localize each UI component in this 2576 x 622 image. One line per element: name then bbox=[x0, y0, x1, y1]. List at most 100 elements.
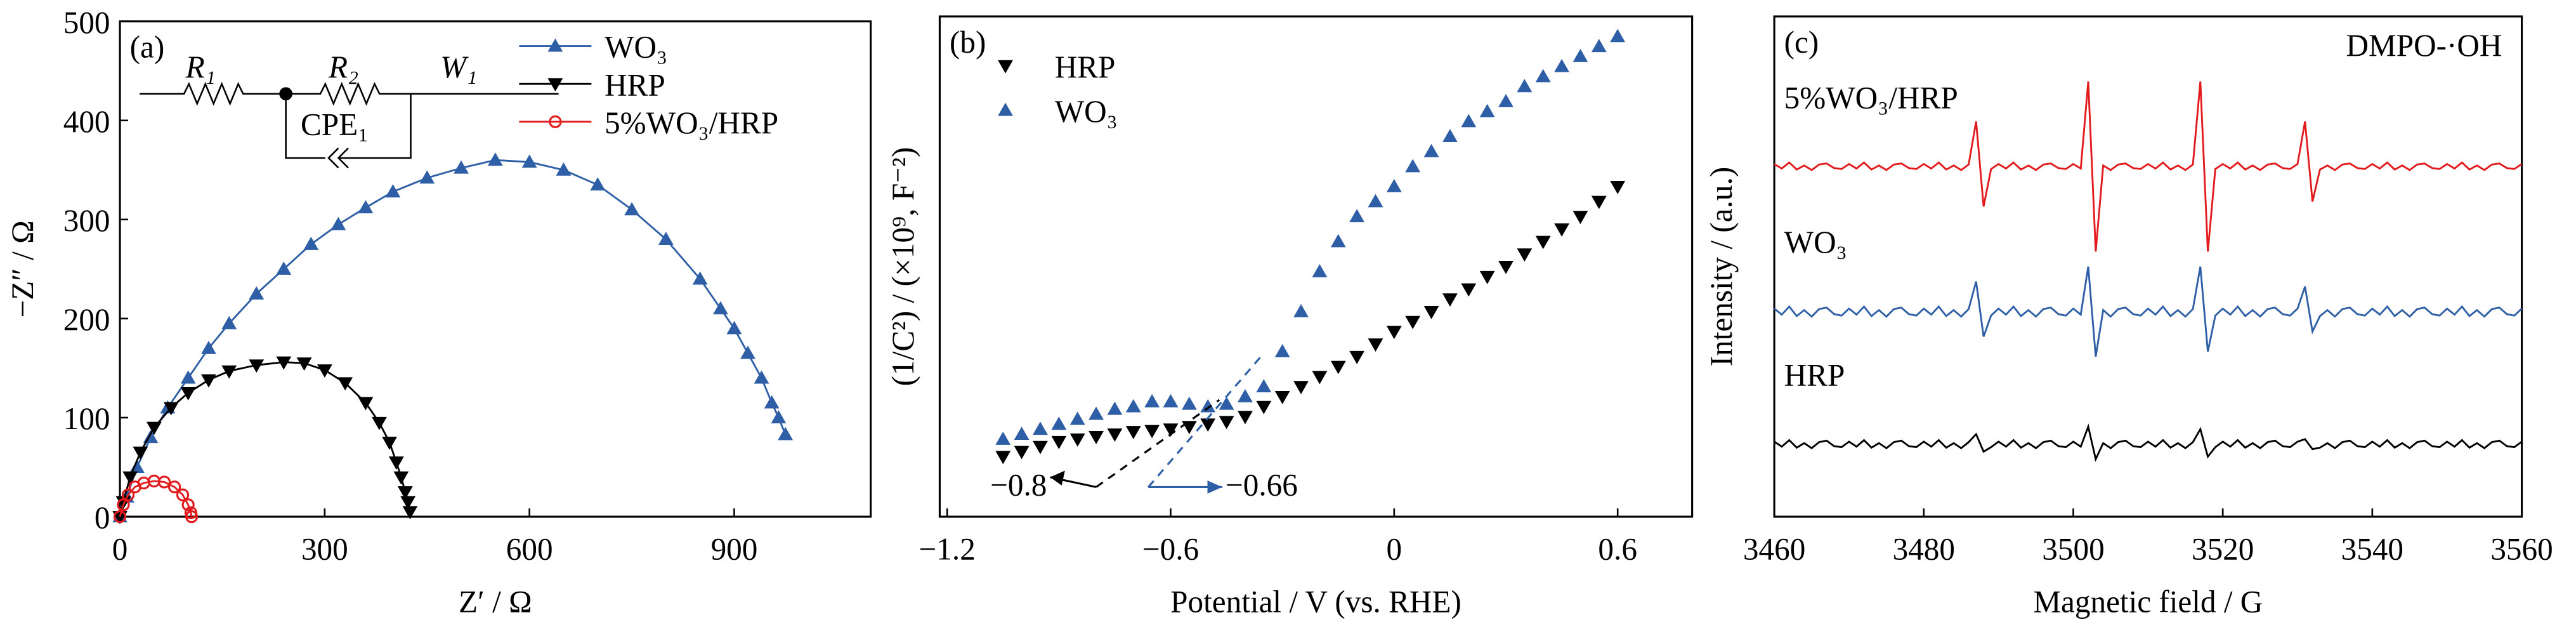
data-point bbox=[1089, 406, 1104, 420]
data-point bbox=[1219, 396, 1234, 410]
x-tick-label: −1.2 bbox=[919, 531, 976, 566]
data-point bbox=[337, 377, 353, 391]
data-point bbox=[1517, 248, 1533, 262]
annotation-label: −0.66 bbox=[1226, 467, 1298, 502]
data-point bbox=[1163, 423, 1179, 437]
data-point bbox=[388, 456, 404, 470]
data-point bbox=[1144, 425, 1160, 439]
circuit-wire bbox=[140, 81, 559, 106]
series-label: HRP bbox=[1784, 358, 1845, 393]
legend-marker bbox=[549, 115, 562, 128]
data-point bbox=[1014, 427, 1030, 440]
data-point bbox=[181, 498, 195, 512]
data-point bbox=[1535, 69, 1551, 83]
y-tick-label: 500 bbox=[63, 5, 110, 40]
circuit bbox=[140, 81, 559, 169]
data-point bbox=[1517, 79, 1533, 93]
data-point bbox=[1107, 428, 1123, 442]
circuit-wire bbox=[285, 93, 325, 159]
y-axis-label: (1/C²) / (×10⁹, F⁻²) bbox=[886, 147, 920, 387]
x-axis-label: Potential / V (vs. RHE) bbox=[1170, 584, 1461, 619]
data-point bbox=[590, 177, 606, 191]
data-point bbox=[1591, 195, 1607, 209]
circuit-wire bbox=[338, 93, 412, 159]
plot-frame bbox=[119, 20, 872, 518]
data-point bbox=[168, 480, 181, 494]
data-point bbox=[487, 152, 503, 166]
data-point bbox=[713, 301, 728, 315]
data-point bbox=[358, 397, 374, 411]
legend-label: WO₃ bbox=[605, 30, 667, 65]
data-point bbox=[1386, 178, 1402, 192]
data-point bbox=[1014, 446, 1030, 460]
data-point bbox=[1238, 411, 1253, 425]
data-point bbox=[1442, 129, 1458, 143]
data-point bbox=[1089, 431, 1104, 444]
data-point bbox=[764, 395, 780, 409]
x-tick-label: 600 bbox=[506, 531, 553, 566]
data-point bbox=[146, 421, 162, 435]
x-axis-label: Magnetic field / G bbox=[2033, 584, 2263, 619]
data-point bbox=[1349, 350, 1365, 364]
data-point bbox=[1535, 235, 1551, 249]
x-tick-label: 300 bbox=[301, 531, 348, 566]
data-point bbox=[1069, 411, 1085, 425]
data-point bbox=[180, 370, 196, 384]
data-point bbox=[402, 506, 418, 520]
data-point bbox=[249, 286, 265, 300]
data-point bbox=[296, 357, 312, 371]
data-point bbox=[1200, 399, 1216, 413]
x-axis-label: Z′ / Ω bbox=[459, 584, 532, 619]
data-point bbox=[1256, 400, 1272, 414]
data-point bbox=[393, 471, 409, 485]
series-line bbox=[119, 361, 411, 517]
circuit-label: R₁ bbox=[185, 50, 216, 84]
y-tick-label: 300 bbox=[63, 203, 110, 238]
data-point bbox=[1312, 371, 1328, 385]
data-point bbox=[778, 427, 794, 440]
data-point bbox=[1256, 379, 1272, 393]
data-point bbox=[726, 321, 742, 334]
data-point bbox=[185, 510, 199, 524]
panel-label: (a) bbox=[130, 30, 165, 65]
data-point bbox=[382, 437, 397, 450]
data-point bbox=[163, 402, 179, 416]
x-tick-label: 0 bbox=[1387, 531, 1402, 566]
data-point bbox=[1479, 270, 1495, 284]
cpe-symbol bbox=[327, 147, 339, 169]
data-point bbox=[117, 498, 130, 512]
data-point bbox=[624, 202, 639, 216]
data-point bbox=[1591, 39, 1607, 53]
y-tick-label: 0 bbox=[95, 500, 110, 535]
data-point bbox=[176, 488, 190, 501]
y-axis-label: −Z″ / Ω bbox=[5, 220, 40, 317]
data-point bbox=[1033, 440, 1048, 454]
x-tick-label: 3500 bbox=[2042, 531, 2104, 566]
data-point bbox=[1069, 433, 1085, 447]
series-line bbox=[119, 159, 787, 517]
data-point bbox=[1125, 426, 1141, 440]
y-tick-label: 200 bbox=[63, 302, 110, 337]
data-point bbox=[276, 261, 292, 275]
data-point bbox=[1442, 293, 1458, 307]
data-point bbox=[1423, 143, 1439, 157]
data-point bbox=[1181, 421, 1197, 435]
legend-marker bbox=[547, 38, 563, 52]
data-point bbox=[1274, 390, 1290, 404]
data-point bbox=[1572, 211, 1588, 225]
circuit-label: R₂ bbox=[328, 50, 358, 84]
series-line bbox=[1774, 266, 2523, 357]
data-point bbox=[1349, 209, 1365, 223]
data-point bbox=[1051, 416, 1067, 430]
data-point bbox=[995, 431, 1011, 445]
data-point bbox=[1610, 180, 1626, 194]
series-line bbox=[1774, 81, 2523, 252]
circuit-node bbox=[279, 87, 293, 101]
arrow-head bbox=[1207, 480, 1222, 494]
arrow-head bbox=[1050, 470, 1065, 486]
legend-label: WO₃ bbox=[1055, 94, 1118, 129]
data-point bbox=[1461, 114, 1477, 128]
data-point bbox=[1107, 401, 1123, 415]
x-tick-label: −0.6 bbox=[1142, 531, 1199, 566]
data-point bbox=[419, 170, 435, 184]
